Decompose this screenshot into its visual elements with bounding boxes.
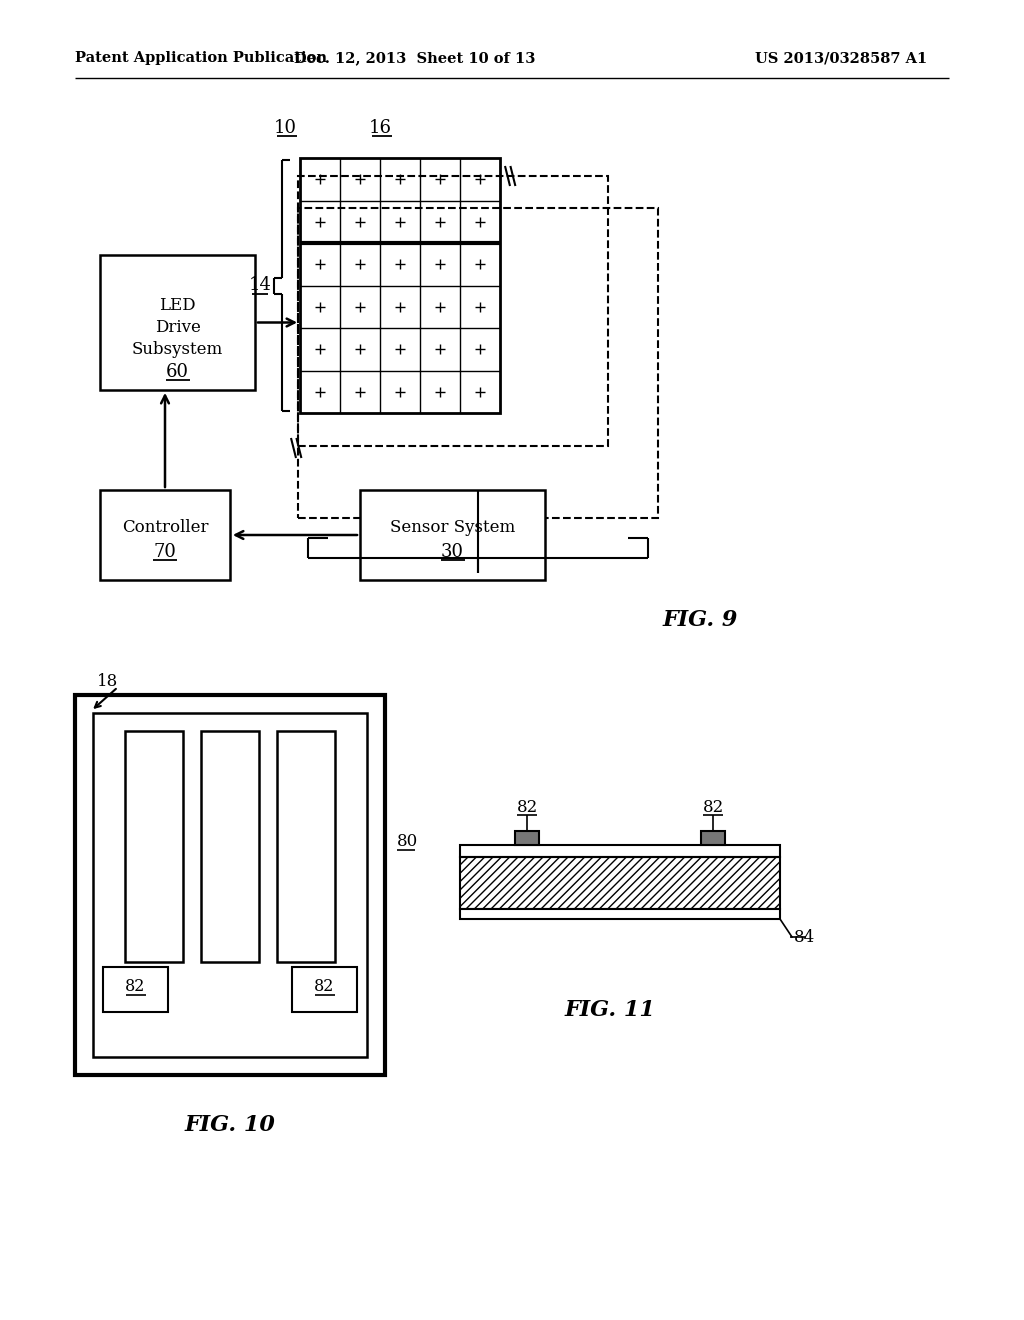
Bar	[93, 713, 367, 1057]
Text: 18: 18	[97, 673, 119, 690]
Text: 14: 14	[249, 276, 271, 294]
Text: 60: 60	[166, 363, 189, 381]
Bar	[103, 968, 168, 1012]
Text: Patent Application Publication: Patent Application Publication	[75, 51, 327, 65]
Text: 82: 82	[516, 799, 538, 816]
Text: 30: 30	[441, 543, 464, 561]
Bar	[278, 731, 335, 962]
Text: 84: 84	[794, 928, 815, 945]
Text: Dec. 12, 2013  Sheet 10 of 13: Dec. 12, 2013 Sheet 10 of 13	[294, 51, 536, 65]
Text: 80: 80	[397, 833, 418, 850]
Text: Sensor System: Sensor System	[390, 520, 515, 536]
Text: 10: 10	[273, 119, 297, 137]
Bar	[298, 209, 658, 517]
Text: 82: 82	[125, 978, 145, 995]
Text: 82: 82	[702, 799, 724, 816]
Bar	[460, 909, 780, 919]
Bar	[298, 176, 608, 446]
Bar	[360, 490, 545, 579]
Bar	[701, 832, 725, 845]
Text: US 2013/0328587 A1: US 2013/0328587 A1	[755, 51, 928, 65]
Text: 16: 16	[369, 119, 391, 137]
Bar	[100, 490, 230, 579]
Text: Drive: Drive	[155, 318, 201, 335]
Text: FIG. 10: FIG. 10	[184, 1114, 275, 1137]
Bar	[300, 158, 500, 413]
Bar	[292, 968, 357, 1012]
Text: LED: LED	[159, 297, 196, 314]
Bar	[201, 731, 259, 962]
Text: Controller: Controller	[122, 520, 208, 536]
Bar	[75, 696, 385, 1074]
Bar	[100, 255, 255, 389]
Bar	[460, 857, 780, 909]
Bar	[125, 731, 183, 962]
Text: FIG. 9: FIG. 9	[663, 609, 737, 631]
Text: FIG. 11: FIG. 11	[564, 999, 655, 1020]
Bar	[515, 832, 539, 845]
Text: 70: 70	[154, 543, 176, 561]
Bar	[460, 845, 780, 857]
Text: 82: 82	[314, 978, 335, 995]
Text: Subsystem: Subsystem	[132, 341, 223, 358]
